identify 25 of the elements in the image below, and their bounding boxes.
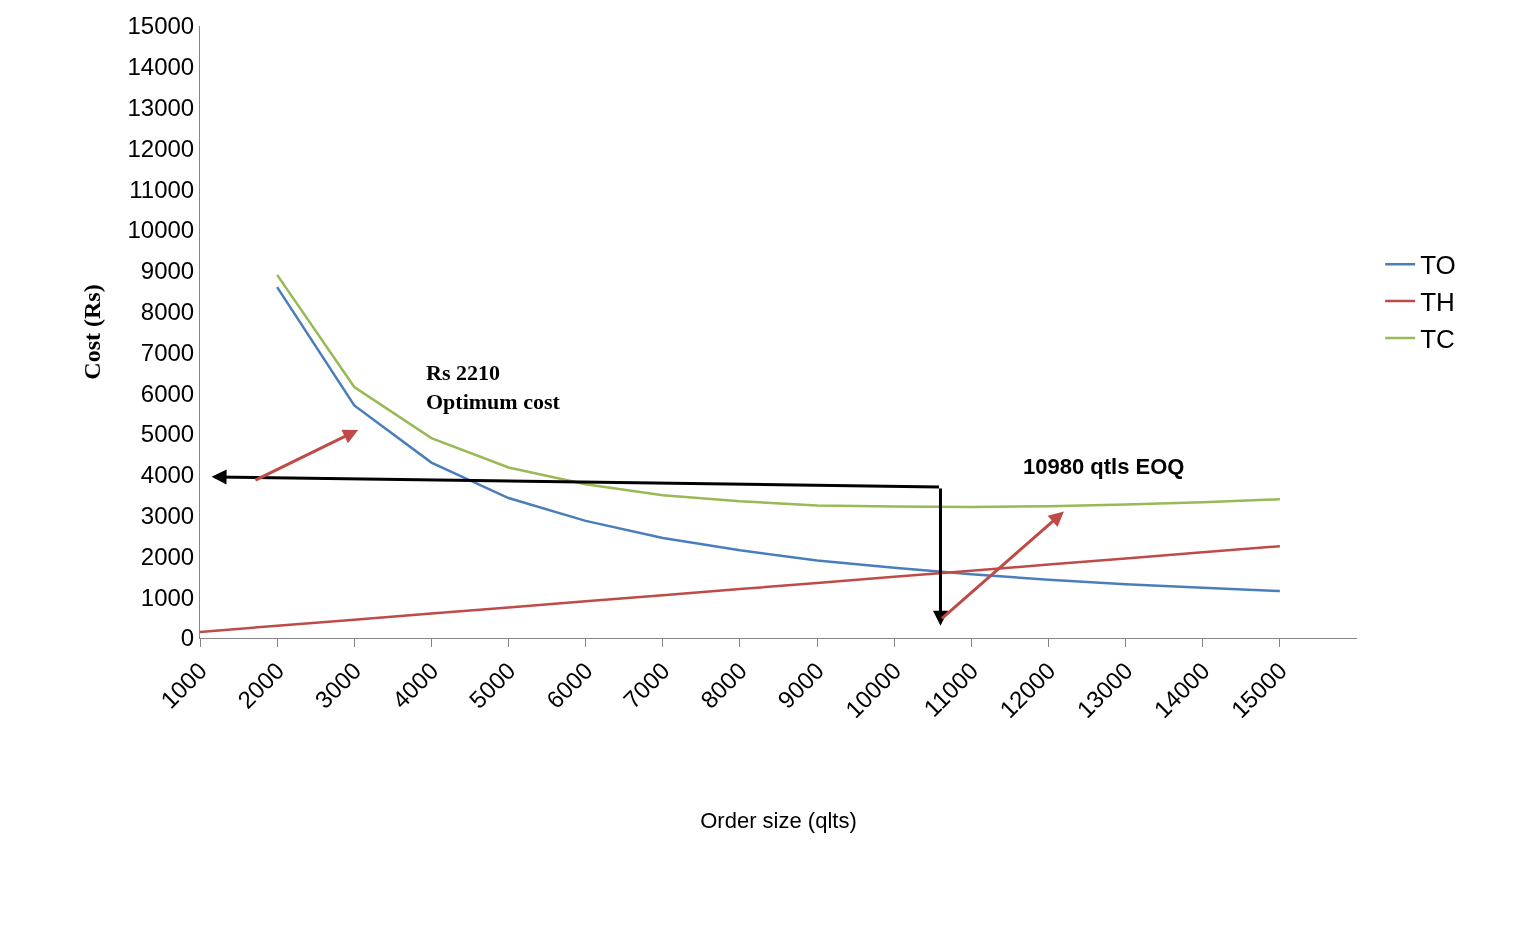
legend-label: TO bbox=[1420, 250, 1456, 281]
annotation: Rs 2210 Optimum cost bbox=[426, 360, 561, 414]
y-tick-label: 11000 bbox=[129, 175, 195, 203]
y-tick-label: 12000 bbox=[127, 134, 195, 162]
y-tick-label: 13000 bbox=[127, 94, 195, 121]
y-tick-label: 5000 bbox=[140, 420, 195, 448]
legend-label: TC bbox=[1420, 324, 1455, 355]
line-series bbox=[275, 285, 1282, 593]
y-tick-label: 0 bbox=[180, 624, 195, 652]
y-tick-label: 3000 bbox=[140, 502, 195, 529]
y-axis-title: Cost (Rs) bbox=[78, 284, 105, 380]
legend-label: TH bbox=[1420, 287, 1455, 318]
y-tick-label: 7000 bbox=[140, 338, 195, 366]
annotation: 10980 qtls EOQ bbox=[1023, 454, 1185, 479]
y-tick-label: 10000 bbox=[127, 216, 195, 244]
y-tick-label: 14000 bbox=[127, 53, 195, 81]
y-tick-label: 1000 bbox=[140, 583, 195, 611]
line-series bbox=[275, 273, 1282, 509]
y-tick-label: 6000 bbox=[140, 379, 195, 407]
y-tick-label: 9000 bbox=[140, 257, 195, 285]
y-tick-label: 4000 bbox=[140, 461, 195, 489]
y-tick-label: 2000 bbox=[140, 542, 195, 570]
y-tick-label: 15000 bbox=[127, 12, 195, 40]
y-tick-label: 8000 bbox=[140, 298, 195, 325]
x-axis-title: Order size (qlts) bbox=[700, 807, 857, 833]
